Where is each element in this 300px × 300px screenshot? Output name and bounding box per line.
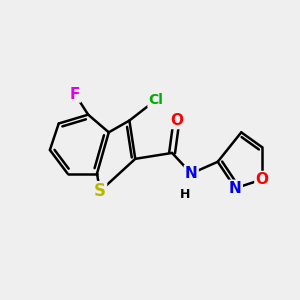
Text: N: N bbox=[185, 166, 198, 181]
Text: N: N bbox=[229, 181, 242, 196]
Text: H: H bbox=[180, 188, 190, 201]
Text: O: O bbox=[255, 172, 268, 187]
Text: O: O bbox=[170, 113, 183, 128]
Text: Cl: Cl bbox=[148, 93, 163, 107]
Text: S: S bbox=[94, 182, 106, 200]
Text: F: F bbox=[70, 87, 80, 102]
